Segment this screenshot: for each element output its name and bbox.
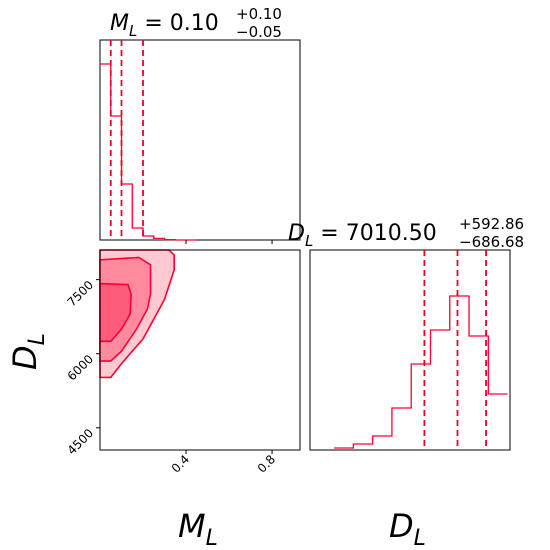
x-axis-label-ml: ML [178, 507, 218, 550]
x-axis-label-ml-sub: L [206, 526, 218, 550]
ml-title-sub: L [129, 22, 137, 40]
y-axis-label-dl-param: D [6, 345, 44, 370]
ml-title-minus: −0.05 [236, 23, 282, 41]
contour-ytick-label-0: 4500 [65, 426, 96, 457]
dl-title-minus: −686.68 [459, 233, 524, 251]
dl-histogram [334, 250, 508, 450]
ml-title-plus: +0.10 [236, 5, 282, 23]
ml-title-param: M [110, 11, 129, 36]
dl-title-param: D [288, 221, 305, 246]
y-axis-label-dl-sub: L [25, 333, 50, 345]
contour-xtick-label-0: 0.4 [169, 452, 192, 475]
contour-frame-top [99, 249, 301, 451]
ml-hist-step [100, 63, 197, 241]
ml-histogram [100, 40, 197, 241]
contour-inner [99, 282, 132, 343]
dl-hist-step [334, 295, 508, 449]
x-axis-label-dl: DL [389, 507, 426, 550]
y-axis-label-dl: DL [6, 333, 50, 370]
contour-ytick-label-1: 6000 [65, 352, 96, 383]
ml-hist-frame [99, 39, 301, 241]
dl-title-value: 7010.50 [346, 221, 437, 246]
dl-title-sub: L [305, 232, 313, 250]
ml-title: ML = 0.10 [110, 11, 219, 40]
contour-xtick-label-1: 0.8 [255, 452, 278, 475]
x-axis-label-ml-param: M [178, 507, 206, 545]
dl-hist-frame [309, 249, 511, 451]
x-axis-label-dl-sub: L [414, 526, 426, 550]
dl-title-plus: +592.86 [459, 215, 524, 233]
contour-levels [99, 249, 175, 379]
x-axis-label-dl-param: D [389, 507, 414, 545]
ml-title-value: 0.10 [170, 11, 219, 36]
dl-title: DL = 7010.50 [288, 221, 437, 250]
contour-ytick-label-2: 7500 [65, 278, 96, 309]
